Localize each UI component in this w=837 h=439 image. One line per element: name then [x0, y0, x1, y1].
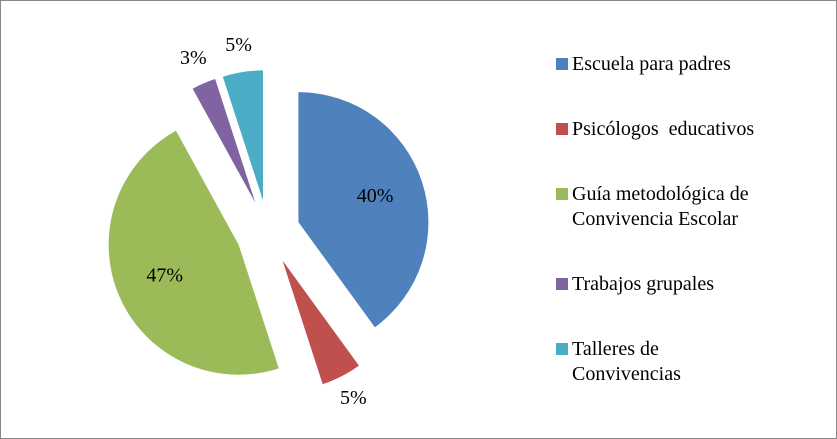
legend-item: Escuela para padres [556, 52, 731, 77]
pie-slice [298, 92, 429, 328]
pie-slice [282, 260, 359, 385]
pie-slice [192, 78, 256, 203]
legend-item: Talleres de Convivencias [556, 337, 681, 387]
legend-label: Talleres de Convivencias [572, 338, 681, 385]
legend-swatch [556, 123, 568, 135]
legend-swatch [556, 343, 568, 355]
legend-label: Guía metodológica de Convivencia Escolar [572, 183, 749, 230]
legend-item: Trabajos grupales [556, 272, 714, 297]
legend-item: Guía metodológica de Convivencia Escolar [556, 182, 749, 232]
data-label: 47% [146, 264, 183, 286]
data-label: 3% [180, 47, 207, 69]
legend-label: Psicólogos educativos [572, 118, 755, 140]
legend-swatch [556, 278, 568, 290]
legend-item: Psicólogos educativos [556, 117, 754, 142]
legend-label: Escuela para padres [572, 53, 731, 75]
data-label: 40% [357, 185, 394, 207]
pie-slice [222, 70, 263, 201]
legend-label: Trabajos grupales [572, 273, 715, 295]
data-label: 5% [340, 387, 367, 409]
pie-slice [108, 130, 279, 375]
legend-swatch [556, 188, 568, 200]
legend-swatch [556, 58, 568, 70]
data-label: 5% [225, 34, 252, 56]
